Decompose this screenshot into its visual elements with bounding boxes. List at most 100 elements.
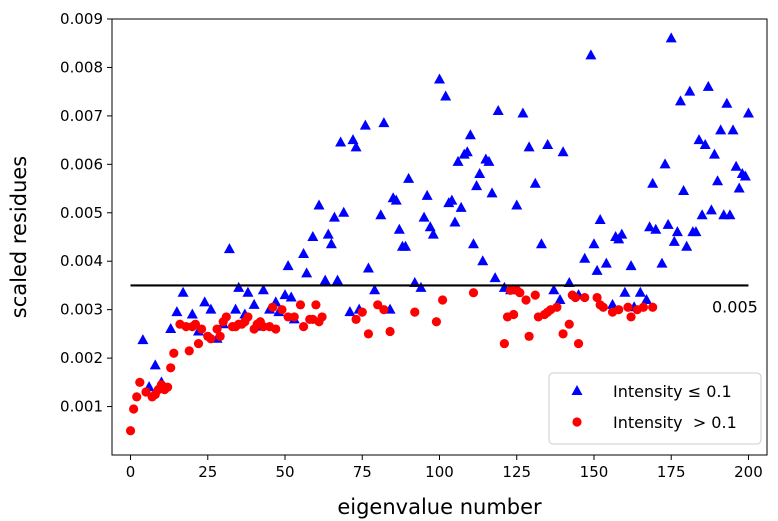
data-point-circle bbox=[268, 302, 278, 312]
data-point-triangle bbox=[338, 206, 350, 217]
data-point-circle bbox=[206, 334, 216, 344]
data-point-triangle bbox=[242, 286, 254, 297]
data-point-triangle bbox=[712, 175, 724, 186]
y-tick-label: 0.004 bbox=[60, 252, 103, 270]
data-point-triangle bbox=[362, 262, 374, 273]
data-point-circle bbox=[468, 288, 479, 298]
data-point-circle bbox=[373, 300, 383, 310]
data-point-triangle bbox=[594, 214, 606, 225]
data-point-triangle bbox=[554, 293, 566, 304]
data-point-triangle bbox=[205, 303, 217, 314]
data-point-circle bbox=[289, 312, 299, 322]
data-point-circle bbox=[357, 307, 367, 317]
data-point-triangle bbox=[322, 228, 334, 239]
data-point-triangle bbox=[137, 334, 149, 345]
data-point-triangle bbox=[474, 168, 486, 179]
data-point-triangle bbox=[523, 141, 535, 152]
data-point-triangle bbox=[641, 293, 653, 304]
data-point-triangle bbox=[285, 291, 297, 302]
y-tick-label: 0.001 bbox=[60, 398, 103, 416]
data-point-triangle bbox=[375, 209, 387, 220]
y-tick-label: 0.009 bbox=[60, 10, 103, 28]
data-point-triangle bbox=[427, 228, 439, 239]
data-point-triangle bbox=[483, 155, 495, 166]
data-point-triangle bbox=[671, 226, 683, 237]
data-point-triangle bbox=[678, 184, 690, 195]
data-point-triangle bbox=[223, 243, 235, 254]
data-point-circle bbox=[499, 338, 509, 349]
data-point-triangle bbox=[557, 146, 569, 157]
y-tick-label: 0.002 bbox=[60, 349, 103, 367]
data-point-triangle bbox=[739, 170, 751, 181]
data-point-triangle bbox=[332, 274, 344, 285]
data-point-triangle bbox=[699, 138, 711, 149]
data-point-triangle bbox=[233, 281, 245, 292]
data-point-triangle bbox=[446, 194, 458, 205]
data-point-circle bbox=[298, 322, 309, 332]
data-point-triangle bbox=[455, 201, 467, 212]
data-point-triangle bbox=[434, 73, 445, 84]
y-tick-label: 0.006 bbox=[60, 155, 103, 173]
data-point-triangle bbox=[421, 189, 433, 200]
data-point-triangle bbox=[644, 221, 656, 232]
data-point-triangle bbox=[702, 80, 714, 91]
data-point-triangle bbox=[742, 107, 754, 118]
data-point-circle bbox=[509, 309, 519, 320]
data-point-triangle bbox=[579, 252, 591, 263]
data-point-circle bbox=[437, 295, 448, 305]
data-point-triangle bbox=[279, 289, 291, 300]
data-point-circle bbox=[311, 300, 321, 310]
data-point-triangle bbox=[607, 298, 619, 309]
data-point-triangle bbox=[328, 211, 340, 222]
data-point-triangle bbox=[350, 141, 362, 152]
data-point-circle bbox=[135, 377, 145, 387]
x-axis-title: eigenvalue number bbox=[337, 495, 542, 519]
data-point-circle bbox=[552, 302, 562, 312]
data-point-triangle bbox=[616, 228, 628, 239]
data-point-circle bbox=[570, 292, 581, 303]
data-point-circle bbox=[215, 331, 225, 341]
data-point-circle bbox=[166, 363, 176, 373]
data-point-triangle bbox=[721, 97, 733, 108]
data-point-triangle bbox=[149, 359, 161, 370]
data-point-circle bbox=[295, 300, 306, 310]
data-point-triangle bbox=[542, 138, 554, 149]
data-point-circle bbox=[592, 292, 602, 303]
data-point-circle bbox=[530, 290, 540, 300]
data-point-triangle bbox=[705, 204, 717, 215]
data-point-circle bbox=[580, 292, 590, 303]
data-point-circle bbox=[193, 338, 204, 349]
data-point-triangle bbox=[248, 298, 260, 309]
data-point-circle bbox=[184, 346, 194, 356]
data-point-triangle bbox=[650, 223, 662, 234]
data-point-triangle bbox=[418, 211, 430, 222]
data-point-triangle bbox=[257, 284, 269, 295]
data-point-triangle bbox=[696, 209, 708, 220]
data-point-triangle bbox=[659, 158, 671, 169]
y-tick-label: 0.003 bbox=[60, 301, 103, 319]
data-point-triangle bbox=[393, 223, 405, 234]
x-tick-label: 175 bbox=[657, 463, 686, 481]
data-point-triangle bbox=[325, 238, 337, 249]
data-point-triangle bbox=[511, 199, 523, 210]
data-point-circle bbox=[141, 387, 151, 397]
data-point-triangle bbox=[171, 306, 183, 317]
data-point-triangle bbox=[647, 177, 659, 188]
data-point-circle bbox=[524, 331, 534, 341]
data-point-triangle bbox=[548, 284, 560, 295]
data-point-triangle bbox=[529, 177, 541, 188]
data-point-triangle bbox=[733, 182, 745, 193]
data-point-circle bbox=[638, 302, 649, 312]
legend-label: Intensity > 0.1 bbox=[613, 413, 737, 432]
data-point-triangle bbox=[165, 323, 177, 334]
data-point-triangle bbox=[440, 90, 452, 101]
data-point-circle bbox=[277, 305, 287, 315]
data-point-circle bbox=[221, 312, 231, 322]
legend-box bbox=[548, 372, 762, 445]
data-point-triangle bbox=[177, 286, 189, 297]
series-2 bbox=[125, 285, 658, 436]
data-point-triangle bbox=[662, 218, 674, 229]
data-point-triangle bbox=[486, 187, 498, 198]
data-point-triangle bbox=[477, 255, 489, 266]
data-point-triangle bbox=[727, 124, 739, 135]
